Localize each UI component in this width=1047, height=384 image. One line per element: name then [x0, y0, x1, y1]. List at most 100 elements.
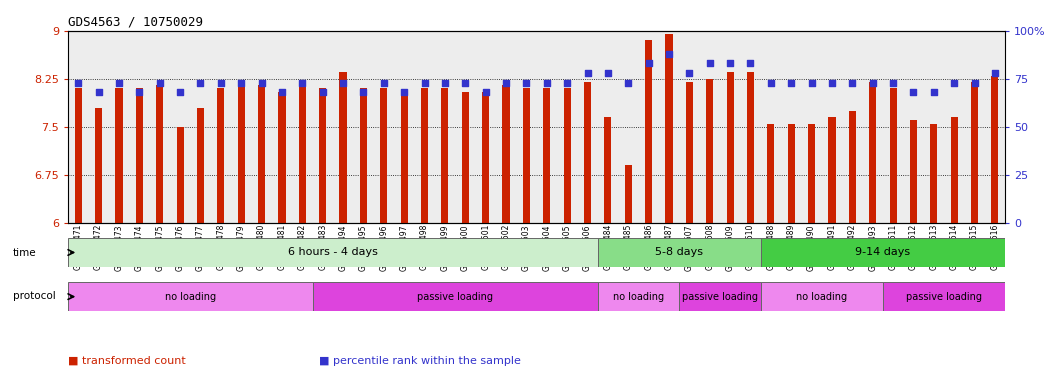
Bar: [883, 282, 1005, 311]
Point: [926, 89, 942, 95]
Bar: [964, 31, 985, 223]
Bar: [279, 91, 286, 223]
Bar: [904, 31, 923, 223]
Bar: [645, 40, 652, 223]
Bar: [680, 282, 761, 311]
Bar: [109, 31, 129, 223]
Bar: [842, 31, 863, 223]
Bar: [828, 117, 836, 223]
Bar: [292, 31, 312, 223]
Bar: [543, 88, 551, 223]
Bar: [598, 282, 680, 311]
Point: [172, 89, 188, 95]
Bar: [496, 31, 516, 223]
Bar: [985, 31, 1005, 223]
Bar: [822, 31, 842, 223]
Bar: [727, 72, 734, 223]
Point: [396, 89, 413, 95]
Bar: [231, 31, 251, 223]
Bar: [577, 31, 598, 223]
Bar: [971, 82, 978, 223]
Point: [538, 79, 555, 86]
Point: [844, 79, 861, 86]
Bar: [210, 31, 231, 223]
Point: [945, 79, 962, 86]
Bar: [930, 124, 937, 223]
Bar: [442, 88, 448, 223]
Bar: [720, 31, 740, 223]
Bar: [312, 31, 333, 223]
Bar: [482, 91, 489, 223]
Bar: [781, 31, 801, 223]
Point: [966, 79, 983, 86]
Text: ■ percentile rank within the sample: ■ percentile rank within the sample: [319, 356, 521, 366]
Bar: [401, 91, 407, 223]
Bar: [333, 31, 353, 223]
Bar: [191, 31, 210, 223]
Point: [192, 79, 208, 86]
Text: passive loading: passive loading: [682, 291, 758, 302]
Bar: [421, 88, 428, 223]
Bar: [251, 31, 272, 223]
Bar: [923, 31, 944, 223]
Bar: [522, 88, 530, 223]
Bar: [462, 91, 469, 223]
Bar: [360, 88, 367, 223]
Text: 5-8 days: 5-8 days: [655, 247, 704, 258]
Bar: [801, 31, 822, 223]
Bar: [740, 31, 761, 223]
Bar: [910, 120, 917, 223]
Bar: [618, 31, 639, 223]
Bar: [150, 31, 170, 223]
Point: [721, 60, 738, 66]
Point: [661, 51, 677, 57]
Bar: [272, 31, 292, 223]
Bar: [156, 85, 163, 223]
Point: [742, 60, 759, 66]
Bar: [869, 82, 876, 223]
Bar: [849, 111, 855, 223]
Bar: [394, 31, 415, 223]
Point: [131, 89, 148, 95]
Bar: [68, 31, 88, 223]
Bar: [584, 82, 592, 223]
Point: [314, 89, 331, 95]
Bar: [598, 238, 761, 267]
Bar: [238, 85, 245, 223]
Bar: [475, 31, 496, 223]
Bar: [686, 82, 693, 223]
Point: [620, 79, 637, 86]
Point: [232, 79, 249, 86]
Bar: [115, 88, 122, 223]
Bar: [177, 127, 183, 223]
Point: [497, 79, 514, 86]
Bar: [537, 31, 557, 223]
Point: [253, 79, 270, 86]
Point: [783, 79, 800, 86]
Point: [335, 79, 352, 86]
Point: [90, 89, 107, 95]
Bar: [761, 238, 1005, 267]
Bar: [68, 238, 598, 267]
Bar: [435, 31, 455, 223]
Point: [865, 79, 882, 86]
Bar: [659, 31, 680, 223]
Point: [701, 60, 718, 66]
Bar: [415, 31, 435, 223]
Text: 6 hours - 4 days: 6 hours - 4 days: [288, 247, 378, 258]
Bar: [455, 31, 475, 223]
Point: [681, 70, 697, 76]
Bar: [353, 31, 374, 223]
Bar: [598, 31, 618, 223]
Point: [273, 89, 290, 95]
Text: no loading: no loading: [612, 291, 664, 302]
Bar: [129, 31, 150, 223]
Bar: [170, 31, 191, 223]
Point: [600, 70, 617, 76]
Text: ■ transformed count: ■ transformed count: [68, 356, 185, 366]
Bar: [380, 88, 387, 223]
Bar: [218, 88, 224, 223]
Bar: [563, 88, 571, 223]
Bar: [604, 117, 611, 223]
Bar: [761, 31, 781, 223]
